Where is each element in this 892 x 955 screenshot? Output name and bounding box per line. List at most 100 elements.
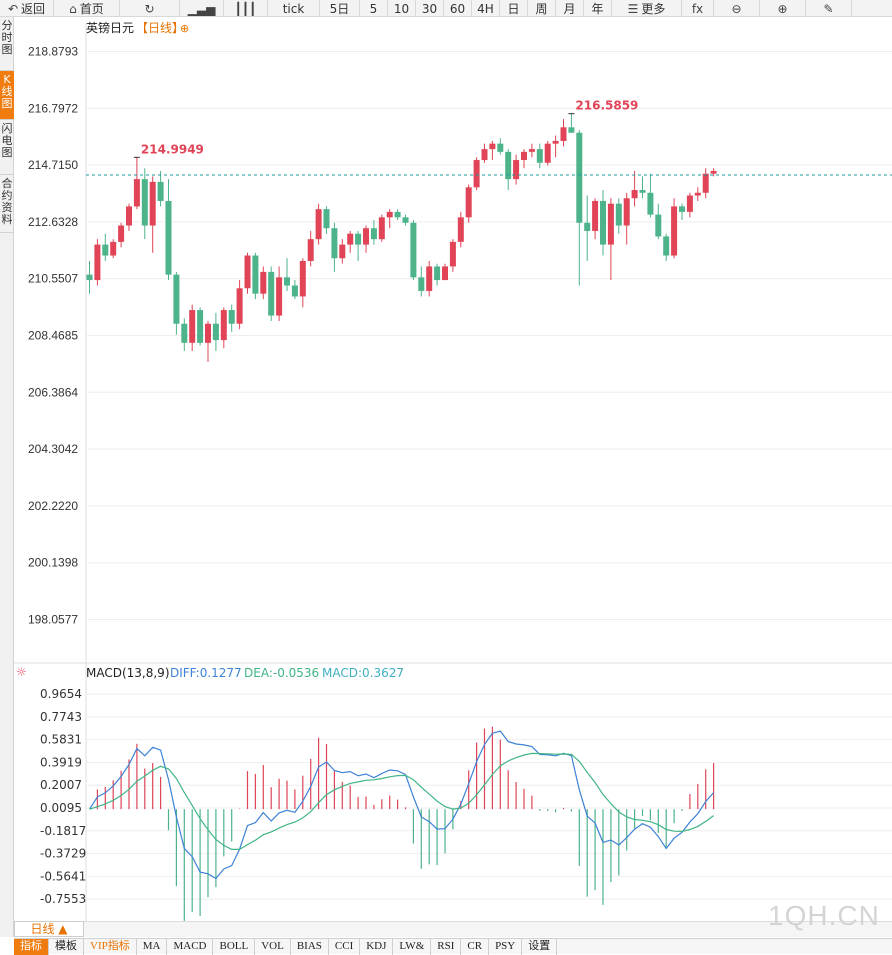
candle-body bbox=[157, 181, 164, 201]
candle-body bbox=[607, 203, 614, 245]
indicator-tab[interactable]: RSI bbox=[431, 939, 462, 955]
candle-body bbox=[260, 271, 267, 294]
candle-body bbox=[299, 260, 306, 297]
candle-body bbox=[600, 200, 606, 245]
sidebar-tab[interactable]: 合约资料 bbox=[0, 175, 14, 233]
sidebar-tab[interactable]: K线图 bbox=[0, 71, 14, 120]
candle-body bbox=[710, 170, 717, 174]
price-tick-label: 200.1398 bbox=[28, 556, 78, 570]
candle-body bbox=[647, 192, 654, 215]
indicator-tab[interactable]: 指标 bbox=[14, 939, 49, 955]
dea-line bbox=[89, 752, 714, 850]
candle-body bbox=[173, 274, 180, 324]
indicator-tab[interactable]: KDJ bbox=[360, 939, 394, 955]
indicator-tab[interactable]: VIP指标 bbox=[84, 939, 137, 955]
period-10-button[interactable]: 10 bbox=[388, 0, 416, 17]
candle-body bbox=[544, 143, 551, 163]
indicator-tab[interactable]: PSY bbox=[489, 939, 523, 955]
candle-body bbox=[457, 217, 464, 242]
candle-body bbox=[576, 132, 583, 223]
formula-button[interactable]: fx bbox=[682, 0, 714, 17]
macd-tick-label: 0.3919 bbox=[40, 755, 82, 769]
indicator-tabbar: 指标 模板 VIP指标 MA MACD BOLL VOL BIAS CCI KDJ LW& RSI CR… bbox=[14, 938, 892, 955]
sidebar-tab[interactable]: 分时图 bbox=[0, 17, 14, 71]
period-周-button[interactable]: 周 bbox=[528, 0, 556, 17]
sidebar-tab[interactable]: 闪电图 bbox=[0, 120, 14, 175]
indicator-tab[interactable]: BIAS bbox=[291, 939, 329, 955]
candle-body bbox=[489, 143, 496, 150]
candle-body bbox=[481, 149, 488, 161]
candle-body bbox=[552, 140, 559, 144]
bar-chart-button[interactable]: ▁▃▅ bbox=[180, 0, 224, 17]
back-icon: ↶ bbox=[7, 1, 19, 16]
indicator-tab[interactable]: 模板 bbox=[49, 939, 84, 955]
toolbar: ↶ 返回 ⌂ 首页 ↻ ▁▃▅ ┃┃┃ tick 5日 5 10 30 60 4H 日周月年 ☰ 更多 fx ⊖ ⊕ ✎ bbox=[0, 0, 892, 17]
period-60-button[interactable]: 60 bbox=[444, 0, 472, 17]
macd-tick-label: 0.2007 bbox=[40, 778, 82, 792]
candle-body bbox=[165, 200, 172, 275]
zoom-in-button[interactable]: ⊕ bbox=[760, 0, 806, 17]
indicator-tab[interactable]: 设置 bbox=[522, 939, 558, 955]
candle-body bbox=[363, 228, 369, 245]
candle-body bbox=[331, 228, 338, 259]
indicator-tab[interactable]: LW& bbox=[393, 939, 432, 955]
period-月-button[interactable]: 月 bbox=[556, 0, 584, 17]
candle-body bbox=[663, 236, 670, 256]
period-button[interactable]: 日线 ▲ bbox=[14, 921, 84, 937]
candle-body bbox=[631, 190, 638, 199]
menu-button[interactable]: ☰ 更多 bbox=[612, 0, 682, 17]
indicator-tab[interactable]: VOL bbox=[255, 939, 291, 955]
home-icon: ⌂ bbox=[69, 1, 77, 16]
candle-body bbox=[370, 228, 377, 240]
indicator-tab[interactable]: BOLL bbox=[213, 939, 256, 955]
candle-body bbox=[584, 222, 591, 231]
indicator-tab[interactable]: MACD bbox=[167, 939, 214, 955]
period-日-button[interactable]: 日 bbox=[500, 0, 528, 17]
candle-body bbox=[449, 241, 456, 267]
candle-body bbox=[284, 277, 290, 286]
candle-body bbox=[592, 200, 599, 231]
dea-label: DEA:-0.0536 bbox=[244, 666, 319, 680]
candle-body bbox=[244, 255, 251, 289]
watermark: 1QH.CN bbox=[768, 900, 880, 931]
period-30-button[interactable]: 30 bbox=[416, 0, 444, 17]
back-button[interactable]: ↶ 返回 bbox=[0, 0, 54, 17]
period-5日-button[interactable]: 5日 bbox=[320, 0, 360, 17]
toolbar-label: tick bbox=[282, 1, 305, 16]
candles-button[interactable]: ┃┃┃ bbox=[224, 0, 268, 17]
toolbar-label: 4H bbox=[477, 1, 494, 16]
period-tick-button[interactable]: tick bbox=[268, 0, 320, 17]
toolbar-label: 返回 bbox=[21, 1, 46, 16]
candle-body bbox=[560, 127, 567, 141]
chart-svg: 218.8793 216.7972 214.7150 212.6328 210.5507… bbox=[14, 20, 892, 921]
zoom-out-button[interactable]: ⊖ bbox=[714, 0, 760, 17]
candle-body bbox=[220, 310, 227, 341]
candle-body bbox=[149, 181, 156, 226]
price-tick-label: 210.5507 bbox=[28, 272, 78, 286]
indicator-tab[interactable]: CCI bbox=[329, 939, 361, 955]
period-年-button[interactable]: 年 bbox=[584, 0, 612, 17]
indicator-tab[interactable]: CR bbox=[461, 939, 490, 955]
indicator-tab[interactable]: MA bbox=[137, 939, 168, 955]
refresh-button[interactable]: ↻ bbox=[120, 0, 180, 17]
period-4H-button[interactable]: 4H bbox=[472, 0, 500, 17]
candle-body bbox=[702, 173, 709, 193]
toolbar-label: 周 bbox=[535, 1, 548, 16]
home-button[interactable]: ⌂ 首页 bbox=[54, 0, 120, 17]
period-5-button[interactable]: 5 bbox=[360, 0, 388, 17]
price-tick-label: 208.4685 bbox=[28, 328, 78, 342]
toolbar-label: 首页 bbox=[79, 1, 104, 16]
refresh-icon: ↻ bbox=[144, 1, 155, 16]
candle-body bbox=[94, 244, 101, 281]
macd-tick-label: 0.5831 bbox=[40, 733, 82, 747]
settings-icon: ⊕ bbox=[180, 22, 189, 35]
toolbar-label: 10 bbox=[393, 1, 410, 16]
candle-body bbox=[426, 266, 433, 291]
price-tick-label: 202.2220 bbox=[28, 499, 78, 513]
candle-body bbox=[513, 160, 520, 180]
macd-tick-label: -0.3729 bbox=[40, 847, 86, 861]
candle-body bbox=[276, 277, 283, 316]
candle-body bbox=[347, 233, 354, 245]
pencil-button[interactable]: ✎ bbox=[806, 0, 852, 17]
candles-icon: ┃┃┃ bbox=[234, 1, 257, 16]
